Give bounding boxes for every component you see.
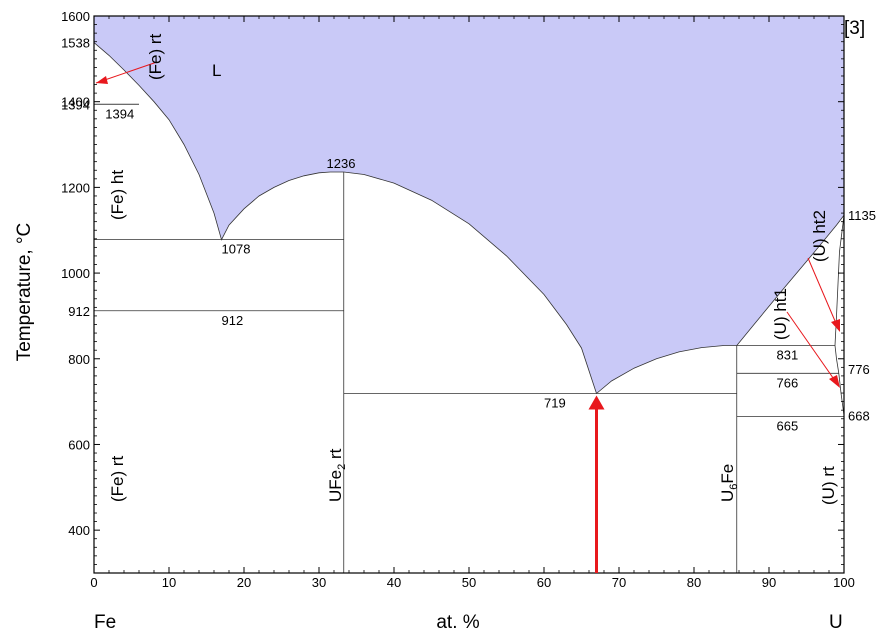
isotherm-label-719: 719 bbox=[544, 395, 566, 410]
right-axis-label-1135: 1135 bbox=[848, 208, 876, 223]
y-extra-label-912: 912 bbox=[68, 304, 90, 319]
phase-label-u6fe: U6Fe bbox=[718, 464, 740, 502]
x-tick-label: 70 bbox=[612, 575, 626, 590]
reference-label: [3] bbox=[844, 18, 865, 39]
y-extra-label-1538: 1538 bbox=[61, 36, 90, 51]
x-tick-label: 60 bbox=[537, 575, 551, 590]
phase-label-u-ht2: (U) ht2 bbox=[810, 210, 829, 262]
annotation-arrows bbox=[95, 61, 840, 573]
u-ht2-arrow bbox=[807, 257, 839, 329]
x-left-element: Fe bbox=[94, 612, 116, 633]
x-tick-label: 80 bbox=[687, 575, 701, 590]
x-right-element: U bbox=[829, 612, 843, 633]
u-solvus-curve bbox=[834, 215, 845, 416]
isotherm-label-912: 912 bbox=[222, 313, 244, 328]
phase-label-liquid: L bbox=[212, 61, 221, 80]
phase-boundaries bbox=[93, 42, 845, 573]
y-tick-label: 400 bbox=[68, 523, 90, 538]
x-tick-label: 100 bbox=[833, 575, 855, 590]
x-tick-label: 10 bbox=[162, 575, 176, 590]
liquid-fill bbox=[94, 16, 844, 394]
x-tick-label: 40 bbox=[387, 575, 401, 590]
phase-label-ufe2: UFe2 rt bbox=[326, 448, 348, 502]
y-tick-label: 600 bbox=[68, 437, 90, 452]
u-ht1-arrowhead bbox=[829, 375, 840, 388]
fe-rt-top-arrowhead bbox=[96, 76, 108, 84]
isotherm-label-665: 665 bbox=[777, 419, 799, 434]
phase-label-u-rt: (U) rt bbox=[819, 466, 838, 505]
liquidus-curve bbox=[93, 42, 845, 395]
x-tick-label: 30 bbox=[312, 575, 326, 590]
y-extra-label-1394: 1394 bbox=[61, 97, 90, 112]
right-axis-label-776: 776 bbox=[848, 362, 870, 377]
x-tick-label: 20 bbox=[237, 575, 251, 590]
y-tick-label: 1600 bbox=[61, 9, 90, 24]
isotherm-label-831: 831 bbox=[777, 347, 799, 362]
u-ht2-arrowhead bbox=[831, 319, 840, 332]
y-tick-label: 1400 bbox=[61, 95, 90, 110]
x-tick-label: 0 bbox=[90, 575, 97, 590]
isotherm-label-1236: 1236 bbox=[327, 156, 356, 171]
x-tick-label: 90 bbox=[762, 575, 776, 590]
x-tick-label: 50 bbox=[462, 575, 476, 590]
axis-ticks: 1394 1078 912 1236 719 831 766 665 0 10 20 30 40 50 60… bbox=[61, 9, 876, 590]
y-axis-label: Temperature, °C bbox=[14, 223, 35, 362]
x-axis-label: at. % bbox=[436, 612, 479, 633]
phase-label-fe-rt: (Fe) rt bbox=[108, 455, 127, 502]
isotherm-label-1394: 1394 bbox=[105, 106, 134, 121]
y-tick-label: 1000 bbox=[61, 266, 90, 281]
right-axis-label-668: 668 bbox=[848, 408, 870, 423]
isotherm-label-1078: 1078 bbox=[222, 242, 251, 257]
eutectic-arrowhead bbox=[588, 395, 605, 410]
phase-label-fe-ht: (Fe) ht bbox=[108, 170, 127, 220]
isotherm-label-766: 766 bbox=[777, 375, 799, 390]
y-tick-label: 1200 bbox=[61, 180, 90, 195]
liquid-region bbox=[94, 16, 844, 394]
phase-label-u-ht1: (U) ht1 bbox=[771, 288, 790, 340]
y-tick-label: 800 bbox=[68, 352, 90, 367]
phase-label-fe-rt-top: (Fe) rt bbox=[146, 33, 165, 80]
u-ht1-arrow bbox=[786, 311, 839, 386]
